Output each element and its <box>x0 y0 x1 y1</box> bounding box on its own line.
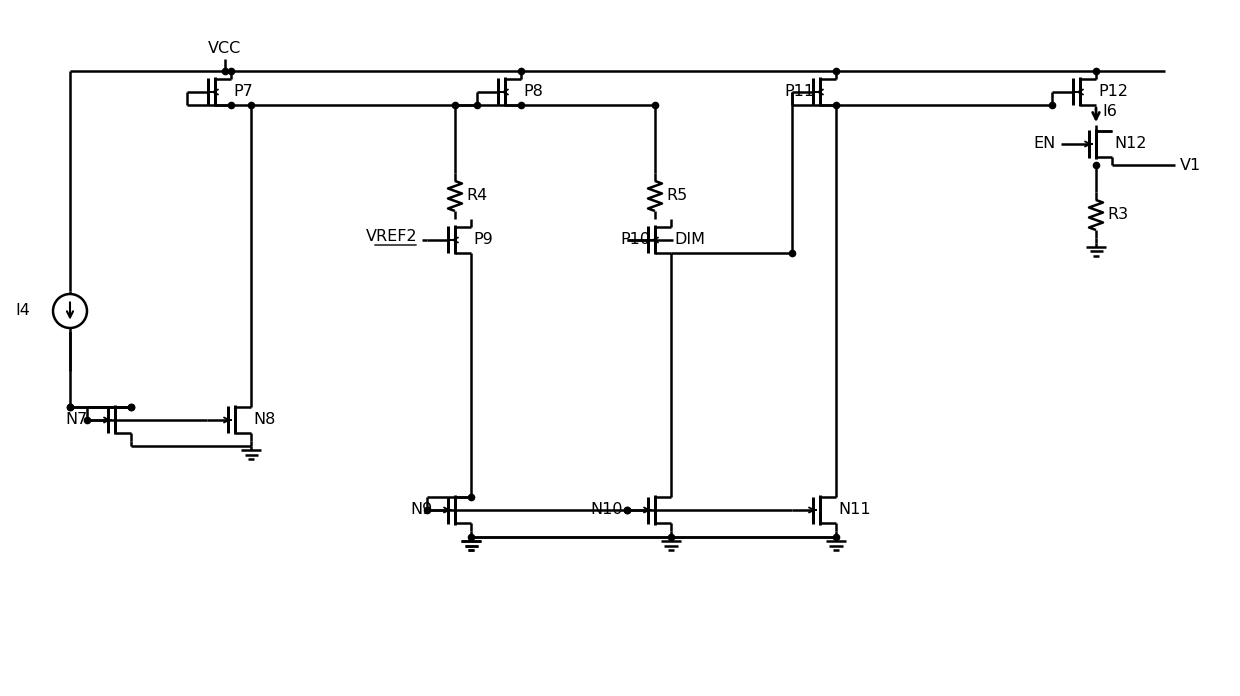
Text: VREF2: VREF2 <box>366 230 417 244</box>
Text: P9: P9 <box>472 232 492 248</box>
Text: R5: R5 <box>666 189 687 203</box>
Text: N8: N8 <box>253 413 275 427</box>
Text: V1: V1 <box>1180 157 1202 173</box>
Text: I4: I4 <box>15 303 30 319</box>
Text: P10: P10 <box>620 232 650 248</box>
Text: N12: N12 <box>1114 136 1147 152</box>
Text: I6: I6 <box>1102 104 1117 120</box>
Text: P8: P8 <box>523 84 543 100</box>
Text: P7: P7 <box>233 84 253 100</box>
Text: EN: EN <box>1034 136 1056 152</box>
Text: N9: N9 <box>410 503 433 518</box>
Text: VCC: VCC <box>208 42 242 56</box>
Text: R3: R3 <box>1107 207 1128 223</box>
Text: N7: N7 <box>64 413 87 427</box>
Text: N10: N10 <box>590 503 622 518</box>
Text: P12: P12 <box>1097 84 1128 100</box>
Text: R4: R4 <box>466 189 487 203</box>
Text: P11: P11 <box>785 84 815 100</box>
Text: N11: N11 <box>838 503 870 518</box>
Text: DIM: DIM <box>675 232 706 248</box>
